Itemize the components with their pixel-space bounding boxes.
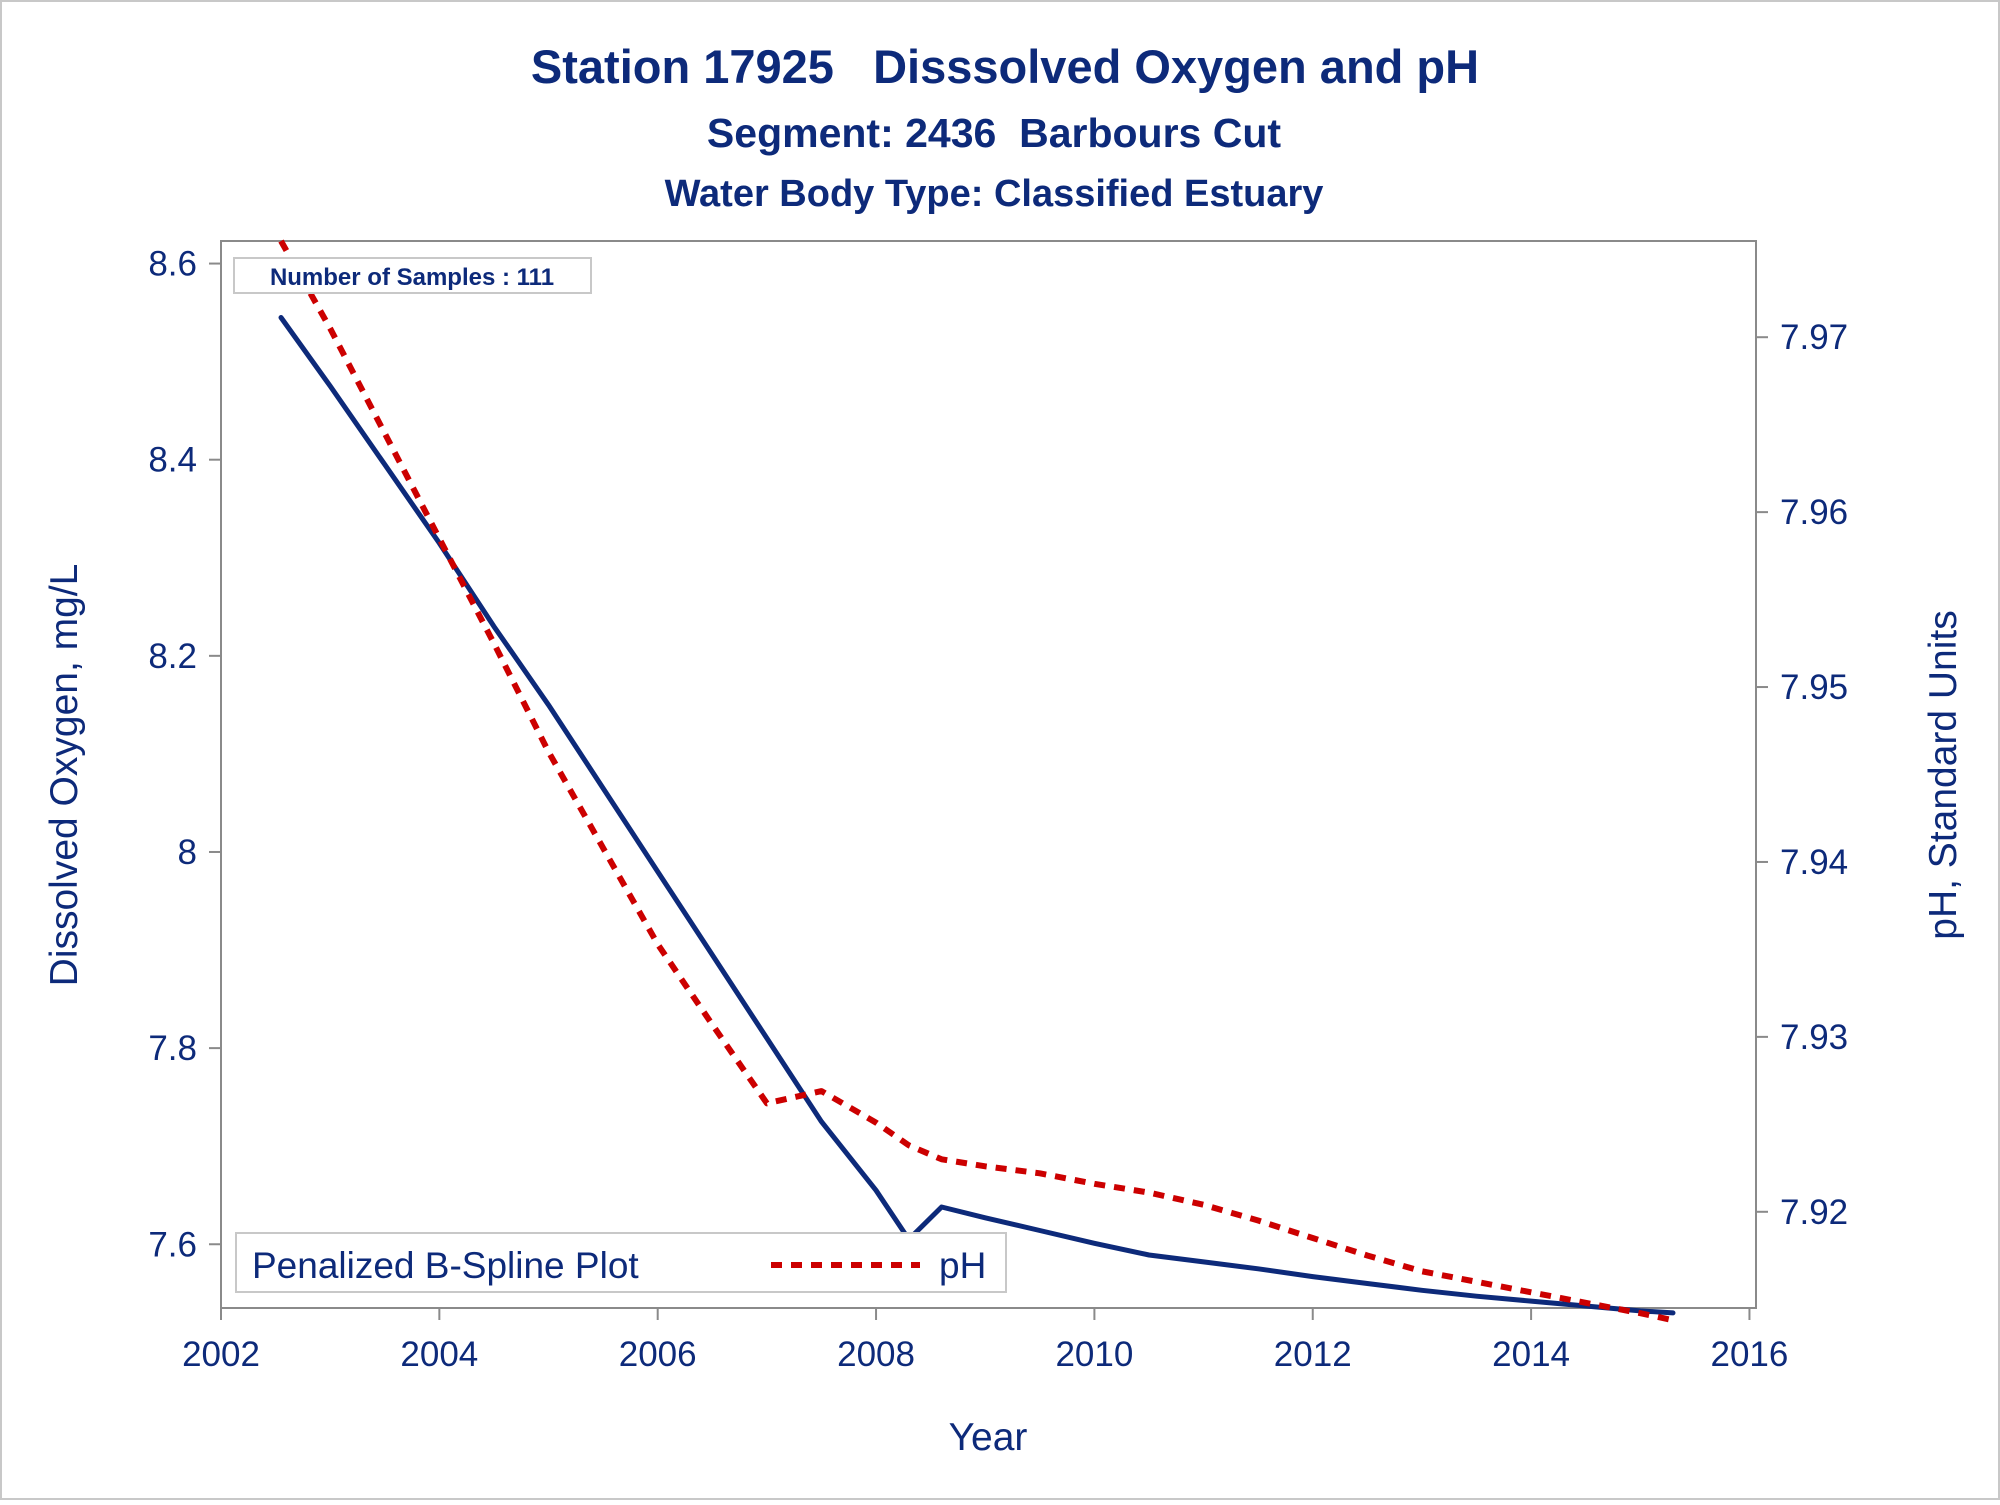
sample-count-text: Number of Samples : 111: [270, 264, 554, 291]
y2-tick-label: 7.96: [1780, 493, 1848, 532]
y2-tick-label: 7.93: [1780, 1018, 1848, 1057]
chart-subtitle: Segment: 2436 Barbours Cut: [707, 110, 1281, 156]
x-tick-label: 2002: [182, 1335, 260, 1374]
y-tick-label: 7.6: [148, 1225, 197, 1264]
y2-tick-label: 7.94: [1780, 843, 1848, 882]
series-line-ph: [278, 239, 1674, 1324]
y-tick-label: 8: [178, 833, 197, 872]
x-tick-label: 2014: [1492, 1335, 1570, 1374]
y2-tick-label: 7.95: [1780, 668, 1848, 707]
sample-count-box: [233, 257, 592, 294]
x-tick-label: 2012: [1274, 1335, 1352, 1374]
legend-ph-label: pH: [939, 1245, 986, 1286]
y2-tick-label: 7.92: [1780, 1193, 1848, 1232]
y2-tick-label: 7.97: [1780, 318, 1848, 357]
x-tick-label: 2016: [1711, 1335, 1789, 1374]
x-tick-label: 2008: [837, 1335, 915, 1374]
y-tick-label: 8.4: [148, 441, 197, 480]
legend: Penalized B-Spline Plot pH: [235, 1232, 1007, 1293]
chart-subtitle-2: Water Body Type: Classified Estuary: [665, 173, 1324, 215]
y-axis: 7.6 7.8 8 8.2 8.4 8.6: [148, 245, 221, 1264]
series-line-dissolved-oxygen: [278, 315, 1676, 1316]
y-tick-label: 8.6: [148, 245, 197, 284]
legend-title: Penalized B-Spline Plot: [252, 1245, 639, 1286]
x-axis-label: Year: [949, 1416, 1028, 1459]
y-tick-label: 8.2: [148, 637, 197, 676]
plot-area: [220, 240, 1757, 1309]
x-tick-label: 2010: [1055, 1335, 1133, 1374]
x-axis: 2002 2004 2006 2008 2010 2012 2014 2016: [182, 1308, 1788, 1374]
chart-title: Station 17925 Disssolved Oxygen and pH: [531, 40, 1479, 93]
y-axis-label: Dissolved Oxygen, mg/L: [43, 564, 86, 987]
x-tick-label: 2006: [619, 1335, 697, 1374]
y2-axis-label: pH, Standard Units: [1922, 610, 1965, 940]
series-layer: [278, 239, 1676, 1324]
x-tick-label: 2004: [400, 1335, 478, 1374]
y-tick-label: 7.8: [148, 1029, 197, 1068]
y2-axis: 7.92 7.93 7.94 7.95 7.96 7.97: [1756, 318, 1848, 1232]
